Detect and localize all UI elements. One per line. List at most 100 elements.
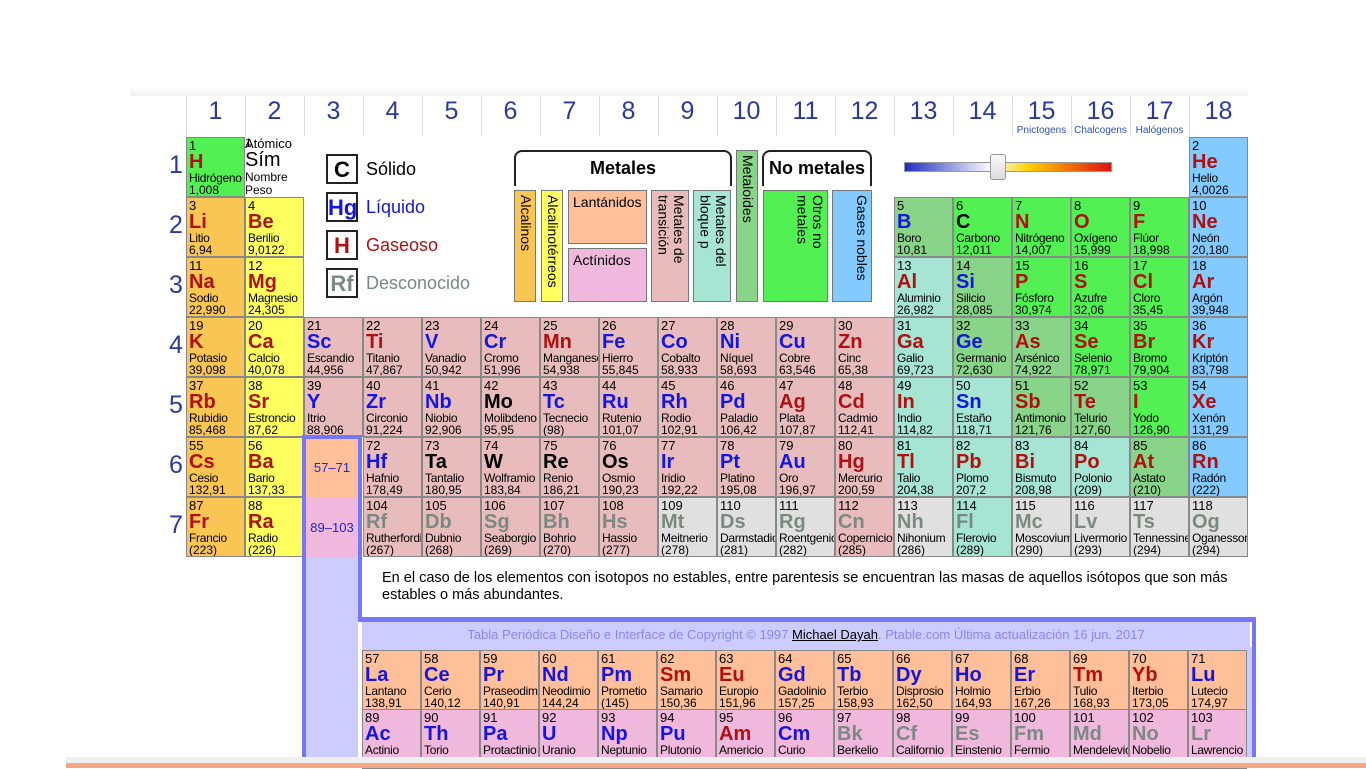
element-li[interactable]: 3 Li Litio 6,94 bbox=[186, 197, 245, 257]
group-header-1[interactable]: 1 bbox=[186, 96, 244, 136]
group-header-3[interactable]: 3 bbox=[304, 96, 362, 136]
element-he[interactable]: 2 He Helio 4,0026 bbox=[1189, 137, 1248, 197]
group-header-2[interactable]: 2 bbox=[245, 96, 303, 136]
element-au[interactable]: 79 Au Oro 196,97 bbox=[776, 437, 835, 497]
element-os[interactable]: 76 Os Osmio 190,23 bbox=[599, 437, 658, 497]
state-gas-box[interactable]: H bbox=[326, 230, 358, 260]
state-unknown-label[interactable]: Desconocido bbox=[366, 273, 471, 293]
element-cd[interactable]: 48 Cd Cadmio 112,41 bbox=[835, 377, 894, 437]
element-y[interactable]: 39 Y Itrio 88,906 bbox=[304, 377, 363, 437]
element-fr[interactable]: 87 Fr Francio (223) bbox=[186, 497, 245, 557]
element-zr[interactable]: 40 Zr Circonio 91,224 bbox=[363, 377, 422, 437]
element-mg[interactable]: 12 Mg Magnesio 24,305 bbox=[245, 257, 304, 317]
element-v[interactable]: 23 V Vanadio 50,942 bbox=[422, 317, 481, 377]
element-be[interactable]: 4 Be Berilio 9,0122 bbox=[245, 197, 304, 257]
element-hg[interactable]: 80 Hg Mercurio 200,59 bbox=[835, 437, 894, 497]
category-transition[interactable]: Metales de transición bbox=[651, 190, 689, 302]
category-actinides[interactable]: Actínidos bbox=[568, 248, 647, 302]
state-gas-label[interactable]: Gaseoso bbox=[366, 235, 439, 255]
element-ar[interactable]: 18 Ar Argón 39,948 bbox=[1189, 257, 1248, 317]
element-lu[interactable]: 71 Lu Lutecio 174,97 bbox=[1188, 650, 1247, 710]
group-header-13[interactable]: 13 bbox=[894, 96, 952, 136]
element-tl[interactable]: 81 Tl Talio 204,38 bbox=[894, 437, 953, 497]
element-ds[interactable]: 110 Ds Darmstadio (281) bbox=[717, 497, 776, 557]
group-header-12[interactable]: 12 bbox=[835, 96, 893, 136]
element-ni[interactable]: 28 Ni Níquel 58,693 bbox=[717, 317, 776, 377]
element-ta[interactable]: 73 Ta Tantalio 180,95 bbox=[422, 437, 481, 497]
group-header-8[interactable]: 8 bbox=[599, 96, 657, 136]
element-mt[interactable]: 109 Mt Meitnerio (278) bbox=[658, 497, 717, 557]
element-sc[interactable]: 21 Sc Escandio 44,956 bbox=[304, 317, 363, 377]
element-i[interactable]: 53 I Yodo 126,90 bbox=[1130, 377, 1189, 437]
element-gd[interactable]: 64 Gd Gadolinio 157,25 bbox=[775, 650, 834, 710]
period-label-4[interactable]: 4 bbox=[169, 331, 183, 359]
element-co[interactable]: 27 Co Cobalto 58,933 bbox=[658, 317, 717, 377]
category-metalloids[interactable]: Metaloides bbox=[736, 150, 758, 302]
element-ir[interactable]: 77 Ir Iridio 192,22 bbox=[658, 437, 717, 497]
element-yb[interactable]: 70 Yb Iterbio 173,05 bbox=[1129, 650, 1188, 710]
element-si[interactable]: 14 Si Silicio 28,085 bbox=[953, 257, 1012, 317]
group-header-18[interactable]: 18 bbox=[1189, 96, 1247, 136]
category-post-transition[interactable]: Metales del bloque p bbox=[693, 190, 731, 302]
temperature-slider-thumb[interactable] bbox=[989, 154, 1006, 180]
element-hf[interactable]: 72 Hf Hafnio 178,49 bbox=[363, 437, 422, 497]
group-header-6[interactable]: 6 bbox=[481, 96, 539, 136]
category-lanthanides[interactable]: Lantánidos bbox=[568, 190, 647, 244]
element-mc[interactable]: 115 Mc Moscovium (290) bbox=[1012, 497, 1071, 557]
state-unknown-box[interactable]: Rf bbox=[326, 268, 358, 298]
element-sg[interactable]: 106 Sg Seaborgio (269) bbox=[481, 497, 540, 557]
element-rn[interactable]: 86 Rn Radón (222) bbox=[1189, 437, 1248, 497]
element-nb[interactable]: 41 Nb Niobio 92,906 bbox=[422, 377, 481, 437]
element-cn[interactable]: 112 Cn Copernicio (285) bbox=[835, 497, 894, 557]
element-s[interactable]: 16 S Azufre 32,06 bbox=[1071, 257, 1130, 317]
element-sr[interactable]: 38 Sr Estroncio 87,62 bbox=[245, 377, 304, 437]
period-label-3[interactable]: 3 bbox=[169, 271, 183, 299]
element-ga[interactable]: 31 Ga Galio 69,723 bbox=[894, 317, 953, 377]
element-po[interactable]: 84 Po Polonio (209) bbox=[1071, 437, 1130, 497]
element-ho[interactable]: 67 Ho Holmio 164,93 bbox=[952, 650, 1011, 710]
element-na[interactable]: 11 Na Sodio 22,990 bbox=[186, 257, 245, 317]
state-solid-box[interactable]: C bbox=[326, 154, 358, 184]
group-header-7[interactable]: 7 bbox=[540, 96, 598, 136]
element-p[interactable]: 15 P Fósforo 30,974 bbox=[1012, 257, 1071, 317]
group-header-4[interactable]: 4 bbox=[363, 96, 421, 136]
element-cs[interactable]: 55 Cs Cesio 132,91 bbox=[186, 437, 245, 497]
element-sb[interactable]: 51 Sb Antimonio 121,76 bbox=[1012, 377, 1071, 437]
element-eu[interactable]: 63 Eu Europio 151,96 bbox=[716, 650, 775, 710]
element-at[interactable]: 85 At Astato (210) bbox=[1130, 437, 1189, 497]
element-fe[interactable]: 26 Fe Hierro 55,845 bbox=[599, 317, 658, 377]
author-link[interactable]: Michael Dayah bbox=[792, 627, 878, 642]
element-ti[interactable]: 22 Ti Titanio 47,867 bbox=[363, 317, 422, 377]
element-ge[interactable]: 32 Ge Germanio 72,630 bbox=[953, 317, 1012, 377]
lanthanide-placeholder[interactable]: 57–71 bbox=[306, 439, 358, 497]
element-br[interactable]: 35 Br Bromo 79,904 bbox=[1130, 317, 1189, 377]
element-dy[interactable]: 66 Dy Disprosio 162,50 bbox=[893, 650, 952, 710]
element-c[interactable]: 6 C Carbono 12,011 bbox=[953, 197, 1012, 257]
element-se[interactable]: 34 Se Selenio 78,971 bbox=[1071, 317, 1130, 377]
element-o[interactable]: 8 O Oxígeno 15,999 bbox=[1071, 197, 1130, 257]
element-ba[interactable]: 56 Ba Bario 137,33 bbox=[245, 437, 304, 497]
element-er[interactable]: 68 Er Erbio 167,26 bbox=[1011, 650, 1070, 710]
element-k[interactable]: 19 K Potasio 39,098 bbox=[186, 317, 245, 377]
element-fl[interactable]: 114 Fl Flerovio (289) bbox=[953, 497, 1012, 557]
element-mn[interactable]: 25 Mn Manganeso 54,938 bbox=[540, 317, 599, 377]
element-bi[interactable]: 83 Bi Bismuto 208,98 bbox=[1012, 437, 1071, 497]
element-ts[interactable]: 117 Ts Tennessine (294) bbox=[1130, 497, 1189, 557]
element-pd[interactable]: 46 Pd Paladio 106,42 bbox=[717, 377, 776, 437]
element-kr[interactable]: 36 Kr Kriptón 83,798 bbox=[1189, 317, 1248, 377]
group-header-10[interactable]: 10 bbox=[717, 96, 775, 136]
category-alkali[interactable]: Alcalinos bbox=[514, 190, 536, 302]
element-ra[interactable]: 88 Ra Radio (226) bbox=[245, 497, 304, 557]
group-header-9[interactable]: 9 bbox=[658, 96, 716, 136]
category-other-nonmetals[interactable]: Otros no metales bbox=[763, 190, 828, 302]
element-ag[interactable]: 47 Ag Plata 107,87 bbox=[776, 377, 835, 437]
element-lv[interactable]: 116 Lv Livermorio (293) bbox=[1071, 497, 1130, 557]
state-liquid-box[interactable]: Hg bbox=[326, 192, 358, 222]
element-rb[interactable]: 37 Rb Rubidio 85,468 bbox=[186, 377, 245, 437]
group-header-15[interactable]: 15 Pnictogens bbox=[1012, 96, 1070, 136]
element-tm[interactable]: 69 Tm Tulio 168,93 bbox=[1070, 650, 1129, 710]
period-label-5[interactable]: 5 bbox=[169, 391, 183, 419]
group-header-17[interactable]: 17 Halógenos bbox=[1130, 96, 1188, 136]
period-label-6[interactable]: 6 bbox=[169, 451, 183, 479]
nonmetals-header[interactable]: No metales bbox=[768, 158, 866, 178]
